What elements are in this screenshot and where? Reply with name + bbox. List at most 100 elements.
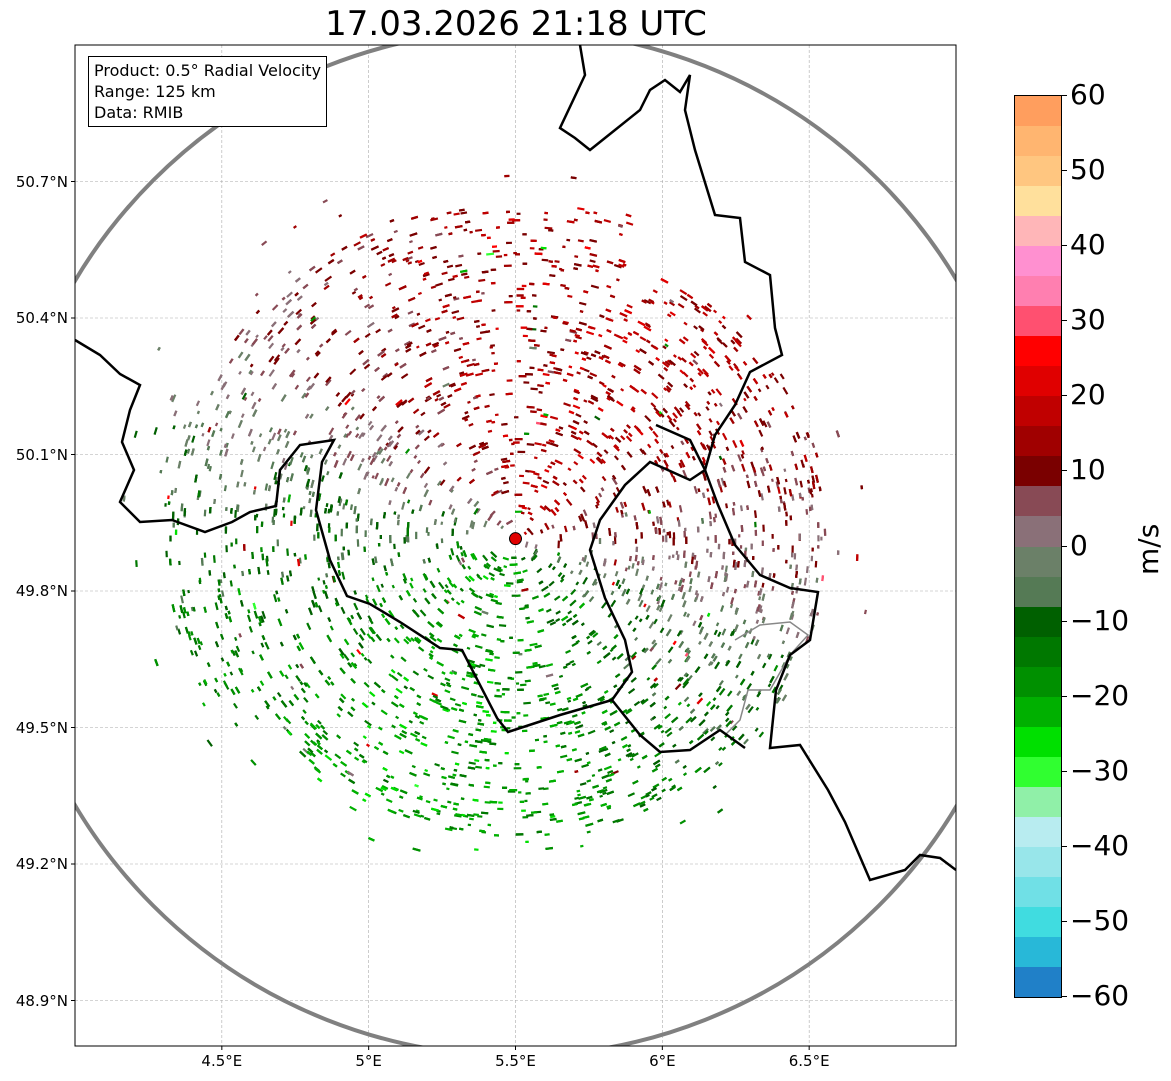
radar-echo [333, 460, 339, 468]
radar-echo [666, 414, 673, 422]
radar-echo [503, 565, 508, 569]
radar-echo [500, 476, 506, 480]
radar-echo [762, 420, 768, 428]
radar-echo [536, 567, 543, 574]
radar-echo [472, 798, 479, 802]
radar-echo [201, 702, 206, 707]
radar-echo [216, 692, 221, 697]
radar-echo [544, 833, 550, 836]
radar-echo [295, 663, 300, 669]
radar-echo [222, 572, 226, 579]
radar-echo [211, 430, 216, 438]
radar-echo [273, 593, 278, 603]
radar-echo [614, 570, 619, 577]
radar-echo [361, 274, 367, 279]
radar-echo [223, 485, 227, 492]
radar-echo [222, 680, 229, 688]
radar-echo [397, 426, 404, 433]
radar-echo [723, 575, 727, 583]
radar-echo [358, 642, 364, 649]
radar-echo [290, 520, 293, 527]
radar-echo [604, 747, 609, 752]
radar-echo [525, 469, 530, 473]
radar-echo [662, 407, 668, 414]
radar-echo [566, 220, 575, 224]
radar-echo [771, 407, 775, 412]
radar-echo [595, 457, 604, 465]
radar-echo [464, 740, 469, 744]
radar-echo [752, 556, 755, 560]
radar-echo [456, 442, 462, 448]
radar-echo [494, 682, 501, 685]
radar-echo [620, 464, 626, 471]
radar-echo [250, 759, 257, 766]
radar-echo [585, 685, 592, 690]
radar-echo [540, 422, 547, 426]
radar-echo [486, 624, 494, 629]
radar-echo [311, 491, 315, 497]
radar-echo [693, 325, 698, 330]
radar-echo [409, 240, 413, 244]
radar-echo [694, 565, 698, 570]
radar-echo [699, 626, 705, 633]
radar-echo [620, 736, 628, 741]
radar-echo [284, 347, 290, 354]
radar-echo [543, 740, 548, 744]
radar-echo [452, 316, 457, 320]
radar-echo [473, 813, 479, 817]
radar-echo [781, 694, 788, 702]
radar-echo [766, 421, 772, 429]
radar-echo [344, 499, 349, 506]
radar-echo [505, 300, 513, 304]
radar-echo [633, 368, 641, 375]
radar-echo [380, 709, 388, 716]
radar-echo [758, 605, 763, 613]
radar-echo [260, 642, 265, 648]
radar-echo [455, 601, 461, 606]
radar-echo [414, 444, 420, 450]
radar-echo [388, 272, 393, 277]
radar-echo [565, 662, 571, 667]
radar-echo [738, 653, 743, 660]
radar-echo [645, 605, 651, 613]
radar-echo [490, 556, 497, 562]
radar-echo [526, 405, 535, 409]
radar-echo [669, 299, 674, 304]
radar-echo [253, 610, 259, 619]
radar-echo [515, 682, 520, 685]
radar-echo [494, 834, 500, 837]
radar-echo [741, 463, 746, 472]
radar-echo [693, 411, 698, 417]
radar-echo [394, 348, 400, 353]
radar-echo [171, 511, 175, 520]
radar-echo [761, 582, 765, 588]
radar-echo [529, 346, 537, 350]
radar-echo [313, 534, 316, 541]
radar-echo [696, 697, 704, 705]
radar-echo [287, 494, 291, 503]
radar-echo [393, 229, 398, 234]
radar-echo [304, 740, 311, 747]
radar-echo [405, 472, 412, 479]
radar-echo [581, 711, 586, 715]
radar-echo [454, 634, 461, 640]
radar-echo [268, 369, 275, 377]
radar-echo [468, 783, 475, 787]
radar-echo [353, 505, 357, 515]
radar-echo [296, 349, 301, 354]
radar-echo [641, 502, 646, 511]
radar-echo [704, 711, 709, 717]
radar-echo [491, 351, 495, 355]
radar-echo [533, 472, 540, 476]
radar-echo [718, 687, 726, 696]
radar-echo [419, 795, 423, 799]
radar-echo [326, 470, 330, 476]
radar-echo [206, 439, 211, 447]
radar-echo [752, 635, 756, 640]
radar-echo [423, 489, 429, 498]
radar-echo [807, 479, 810, 484]
radar-echo [260, 370, 265, 377]
radar-echo [474, 644, 483, 649]
radar-echo [671, 554, 675, 558]
radar-echo [177, 628, 182, 635]
